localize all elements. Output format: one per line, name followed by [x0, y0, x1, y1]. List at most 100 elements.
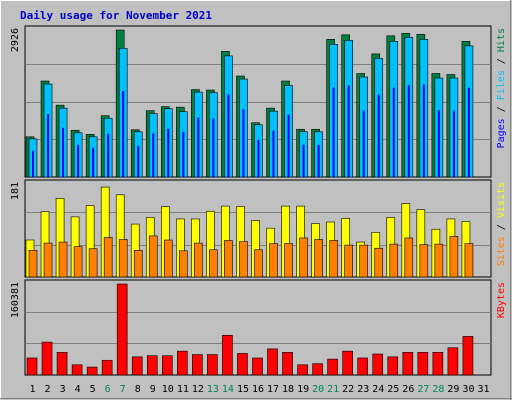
- bar-sites: [179, 250, 188, 278]
- bar-kbytes: [282, 352, 293, 376]
- y-axis-max-label: 2926: [10, 28, 21, 52]
- bar-kbytes: [192, 354, 203, 376]
- x-tick-label: 17: [267, 384, 279, 395]
- chart-title: Daily usage for November 2021: [20, 9, 212, 22]
- bar-sites: [28, 249, 38, 278]
- bar-pages: [47, 114, 50, 177]
- bar-kbytes: [297, 364, 308, 376]
- bar-pages: [212, 118, 215, 177]
- panel-legend: KBytes: [496, 282, 507, 318]
- bar-pages: [182, 131, 185, 177]
- x-tick-label: 24: [372, 384, 384, 395]
- x-tick-label: 14: [222, 384, 234, 395]
- bar-sites: [314, 239, 323, 278]
- bar-kbytes: [252, 357, 263, 376]
- bar-sites: [449, 236, 459, 278]
- x-tick-label: 30: [462, 384, 474, 395]
- x-tick-label: 26: [402, 384, 414, 395]
- bar-sites: [118, 239, 128, 278]
- bar-kbytes: [267, 348, 278, 376]
- y-axis-max-label: 181: [10, 182, 21, 200]
- bar-kbytes: [342, 350, 353, 376]
- x-tick-label: 20: [312, 384, 324, 395]
- bar-pages: [92, 147, 95, 177]
- legend-item: Hits: [496, 28, 507, 52]
- bar-kbytes: [417, 352, 429, 376]
- bar-kbytes: [56, 352, 68, 376]
- bar-pages: [332, 87, 335, 177]
- bar-sites: [374, 247, 384, 278]
- x-tick-label: 6: [105, 384, 111, 395]
- x-tick-label: 31: [477, 384, 489, 395]
- panel-legend: Pages / Files / Hits: [496, 28, 507, 148]
- x-tick-label: 10: [162, 384, 174, 395]
- bar-pages: [272, 130, 275, 177]
- bar-pages: [392, 87, 395, 177]
- bar-pages: [407, 85, 410, 177]
- legend-separator: /: [496, 100, 507, 118]
- bar-pages: [107, 133, 110, 177]
- bar-pages: [32, 150, 34, 177]
- bar-kbytes: [447, 347, 459, 376]
- x-tick-label: 16: [252, 384, 264, 395]
- bar-sites: [209, 249, 218, 278]
- bar-sites: [239, 241, 248, 278]
- bar-pages: [152, 133, 155, 177]
- x-tick-label: 15: [237, 384, 249, 395]
- x-tick-label: 13: [207, 384, 219, 395]
- y-axis-max-label: 160381: [10, 282, 21, 318]
- bar-pages: [347, 85, 350, 177]
- bar-sites: [254, 249, 263, 278]
- legend-separator: /: [496, 52, 507, 70]
- bar-sites: [464, 243, 474, 278]
- x-tick-label: 21: [327, 384, 339, 395]
- panel-hits: 2926 Pages / Files / Hits: [10, 25, 507, 178]
- bar-pages: [287, 114, 290, 177]
- bar-sites: [344, 244, 353, 278]
- bar-sites: [194, 242, 203, 278]
- x-tick-label: 22: [342, 384, 354, 395]
- bar-kbytes: [387, 356, 399, 376]
- x-tick-label: 28: [432, 384, 444, 395]
- x-tick-label: 3: [60, 384, 66, 395]
- panel-visits: 181 Sites / Visits: [10, 179, 507, 278]
- bar-kbytes: [161, 355, 173, 376]
- bar-sites: [133, 249, 143, 278]
- bar-kbytes: [41, 341, 53, 376]
- x-axis-labels: 1 2 3 4 5 6 7 8 9 10 11 12 13 14 15 16 17 18 19 20 21 22 23 24 2…: [30, 384, 490, 395]
- bar-sites: [269, 243, 278, 278]
- x-tick-label: 27: [417, 384, 429, 395]
- bar-pages: [452, 110, 455, 177]
- bar-pages: [122, 91, 125, 177]
- bar-pages: [167, 128, 170, 177]
- bar-kbytes: [462, 336, 474, 376]
- bar-kbytes: [402, 352, 414, 376]
- x-tick-label: 8: [135, 384, 141, 395]
- bar-pages: [377, 94, 380, 177]
- bar-kbytes: [222, 334, 233, 376]
- bar-sites: [148, 235, 158, 278]
- bar-kbytes: [86, 366, 98, 376]
- bar-kbytes: [116, 283, 128, 376]
- bar-sites: [43, 242, 53, 278]
- bar-sites: [419, 244, 429, 278]
- bar-kbytes: [101, 359, 113, 376]
- x-tick-label: 25: [387, 384, 399, 395]
- x-tick-label: 2: [45, 384, 51, 395]
- bar-pages: [77, 144, 80, 177]
- bar-sites: [434, 243, 444, 278]
- x-tick-label: 5: [90, 384, 96, 395]
- bar-kbytes: [26, 357, 38, 376]
- x-tick-label: 4: [75, 384, 81, 395]
- legend-item: Pages: [496, 118, 507, 148]
- bar-pages: [362, 110, 365, 177]
- bar-kbytes: [327, 358, 338, 376]
- bar-kbytes: [237, 353, 248, 376]
- x-tick-label: 12: [192, 384, 204, 395]
- bar-pages: [467, 87, 470, 177]
- bar-kbytes: [207, 354, 218, 376]
- x-tick-label: 19: [297, 384, 309, 395]
- x-tick-label: 23: [357, 384, 369, 395]
- legend-item: Visits: [496, 182, 507, 218]
- bar-sites: [224, 240, 233, 278]
